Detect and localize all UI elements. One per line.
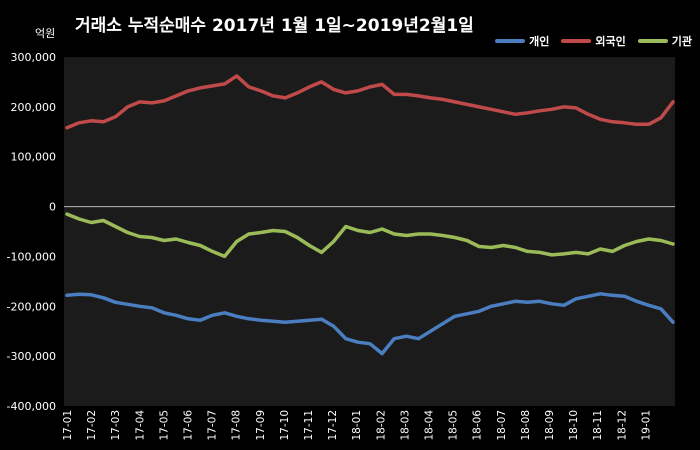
x-tick-label: 17-12 <box>327 410 339 441</box>
legend-item-개인: 개인 <box>495 33 549 49</box>
y-tick-label: 200,000 <box>11 101 57 114</box>
x-tick-label: 18-11 <box>592 410 604 441</box>
series-line-개인 <box>65 292 675 356</box>
x-tick-label: 18-08 <box>520 410 532 441</box>
x-tick-label: 17-09 <box>255 410 267 441</box>
series-line-기관 <box>65 212 675 259</box>
x-tick-label: 18-07 <box>496 410 508 441</box>
y-tick-label: -200,000 <box>7 300 56 313</box>
x-tick-label: 17-08 <box>231 410 243 441</box>
y-axis: 300,000 200,000 100,000 0 -100,000 -200,000 -3… <box>7 51 675 413</box>
y-tick-label: 0 <box>49 201 56 214</box>
legend-label-기관: 기관 <box>671 35 692 48</box>
y-tick-label: 100,000 <box>11 151 57 164</box>
x-tick-label: 19-01 <box>640 410 652 441</box>
x-tick-label: 17-03 <box>110 410 122 441</box>
x-tick-label: 17-11 <box>303 410 315 441</box>
legend-item-외국인: 외국인 <box>561 33 626 49</box>
y-tick-label: -100,000 <box>7 250 56 263</box>
x-tick-label: 18-09 <box>544 410 556 441</box>
legend-label-개인: 개인 <box>529 35 550 48</box>
x-tick-label: 17-01 <box>62 410 74 441</box>
x-tick-label: 18-02 <box>375 410 387 441</box>
y-tick-label: 300,000 <box>11 51 57 64</box>
x-tick-label: 18-12 <box>616 410 628 441</box>
series-layer <box>65 74 675 356</box>
y-tick-label: -400,000 <box>7 400 56 413</box>
x-tick-label: 17-02 <box>86 410 98 441</box>
legend: 개인 외국인 기관 <box>495 33 692 49</box>
x-tick-label: 17-05 <box>158 410 170 441</box>
legend-swatch-기관 <box>637 39 668 43</box>
x-tick-label: 18-05 <box>448 410 460 441</box>
legend-swatch-개인 <box>495 39 526 43</box>
chart-title: 거래소 누적순매수 2017년 1월 1일~2019년2월1일 <box>75 16 474 36</box>
y-axis-unit: 억원 <box>35 27 56 40</box>
x-tick-label: 18-06 <box>472 410 484 441</box>
series-line-외국인 <box>65 74 675 130</box>
x-axis: 17-01 17-02 17-03 17-04 17-05 17-06 17-07 17-08… <box>62 410 652 441</box>
x-tick-label: 18-04 <box>424 410 436 441</box>
x-tick-label: 17-07 <box>207 410 219 441</box>
x-tick-label: 18-03 <box>399 410 411 441</box>
legend-swatch-외국인 <box>561 39 592 43</box>
legend-item-기관: 기관 <box>637 33 692 49</box>
x-tick-label: 17-04 <box>134 410 146 441</box>
legend-label-외국인: 외국인 <box>595 35 626 48</box>
x-tick-label: 18-01 <box>351 410 363 441</box>
x-tick-label: 17-06 <box>183 410 195 441</box>
x-tick-label: 17-10 <box>279 410 291 441</box>
y-tick-label: -300,000 <box>7 350 56 363</box>
x-tick-label: 18-10 <box>568 410 580 441</box>
